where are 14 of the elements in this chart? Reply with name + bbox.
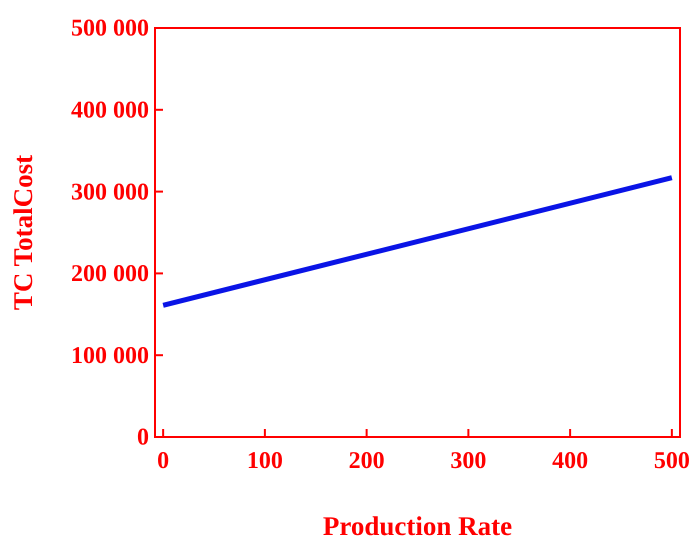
y-tick-label: 0: [137, 424, 149, 451]
y-axis-title: TC TotalCost: [8, 154, 38, 310]
x-tick-label: 100: [246, 448, 283, 474]
x-tick-label: 500: [654, 448, 690, 474]
x-tick-label: 300: [450, 448, 486, 474]
y-tick-label: 200 000: [71, 261, 149, 288]
x-tick-label: 200: [348, 448, 385, 474]
y-tick-label: 100 000: [71, 342, 149, 369]
x-tick-label: 0: [157, 448, 170, 474]
y-tick-label: 300 000: [71, 179, 149, 206]
y-tick-label: 500 000: [71, 16, 149, 42]
x-axis-title: Production Rate: [322, 511, 512, 541]
y-tick-label: 400 000: [71, 97, 149, 124]
x-tick-label: 400: [552, 448, 588, 474]
